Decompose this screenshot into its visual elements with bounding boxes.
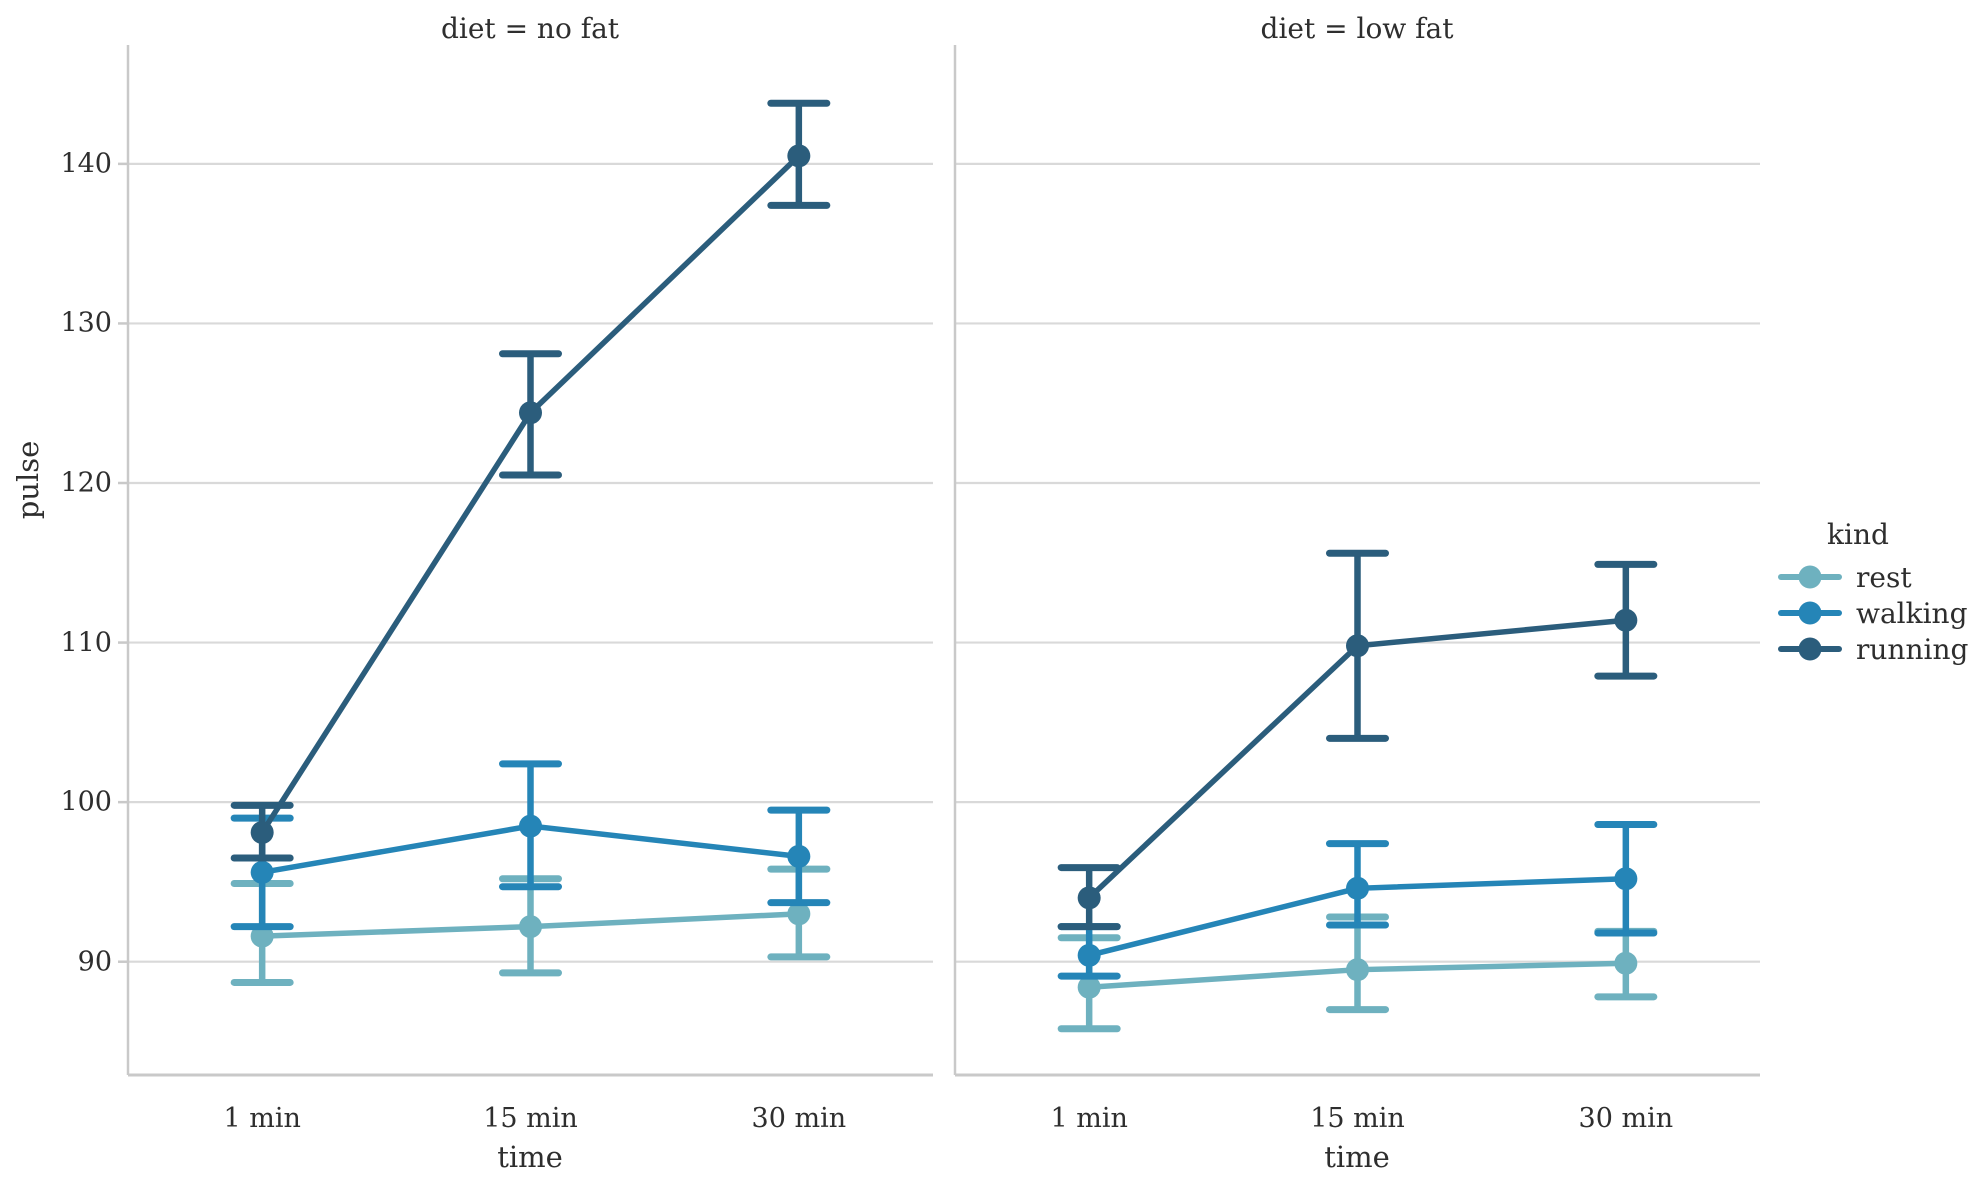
facet-title-no-fat: diet = no fat (440, 12, 620, 45)
rest-mean-point (250, 924, 274, 948)
x-tick-label: 15 min (483, 1103, 578, 1134)
x-tick-label: 15 min (1310, 1103, 1405, 1134)
rest-mean-point (1077, 975, 1101, 999)
y-tick-label: 100 (60, 786, 112, 818)
rest-marker-icon (1778, 565, 1842, 589)
running-mean-point (1346, 634, 1369, 658)
walking-marker-icon (1778, 601, 1842, 625)
x-tick-label: 30 min (1578, 1103, 1674, 1134)
walking-mean-point (787, 844, 811, 868)
x-axis-label-right: time (1324, 1140, 1390, 1174)
x-axis-label-left: time (497, 1140, 563, 1174)
legend-entry-rest: rest (1778, 559, 1968, 595)
y-tick-label: 140 (60, 148, 112, 180)
y-tick-label: 110 (60, 627, 112, 659)
walking-mean-point (1346, 876, 1369, 900)
running-marker-icon (1778, 637, 1842, 661)
rest-mean-point (519, 915, 542, 939)
walking-mean-point (1614, 867, 1638, 891)
legend-label-walking: walking (1856, 596, 1968, 630)
x-tick-label: 1 min (223, 1103, 301, 1134)
y-tick-label: 120 (60, 467, 112, 499)
x-tick-label: 1 min (1050, 1103, 1128, 1134)
running-line (259, 153, 801, 834)
legend-label-rest: rest (1856, 560, 1912, 594)
y-tick-label: 90 (77, 946, 112, 978)
legend-label-running: running (1856, 632, 1969, 666)
running-mean-point (1614, 608, 1638, 632)
rest-mean-point (1614, 951, 1638, 975)
facet-title-low-fat: diet = low fat (1260, 12, 1454, 45)
rest-mean-point (787, 902, 811, 926)
legend: kind rest walking running (1778, 518, 1968, 667)
walking-mean-point (519, 814, 542, 838)
walking-mean-point (1077, 943, 1101, 967)
running-mean-point (1077, 886, 1101, 910)
rest-mean-point (1346, 958, 1369, 982)
x-tick-label: 30 min (751, 1103, 847, 1134)
running-mean-point (787, 144, 811, 168)
running-mean-point (519, 401, 542, 425)
legend-entry-walking: walking (1778, 595, 1968, 631)
y-tick-label: 130 (60, 307, 112, 339)
walking-mean-point (250, 860, 274, 884)
running-mean-point (250, 820, 274, 844)
legend-title: kind (1827, 518, 1889, 551)
legend-entry-running: running (1778, 631, 1968, 667)
